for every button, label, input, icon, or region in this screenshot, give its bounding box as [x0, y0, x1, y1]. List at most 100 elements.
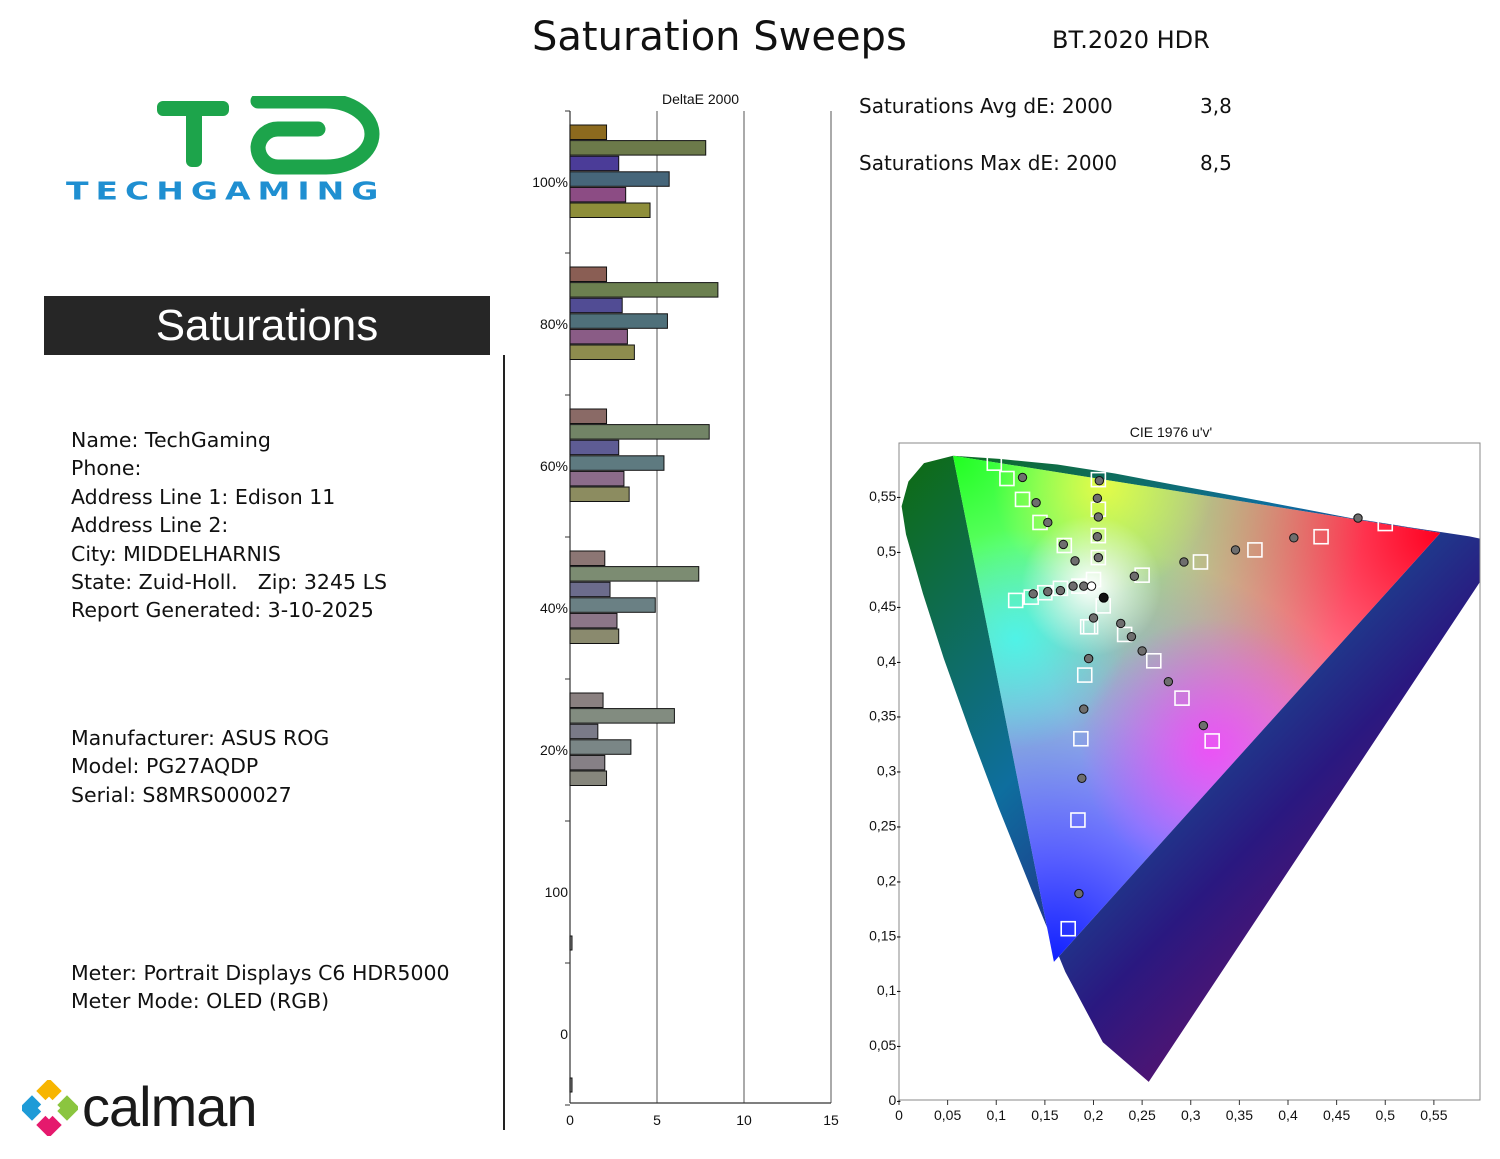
info-meter-mode: Meter Mode: OLED (RGB) — [71, 989, 330, 1014]
cie-1976-chart: CIE 1976 u'v' 0 0,05 0,1 0,15 0,2 0,25 0,3 0,35 0… — [869, 424, 1481, 1123]
target-marker — [1060, 920, 1077, 937]
cie-y-tick-label: 0,55- — [869, 488, 901, 504]
bar-group-label: 100 — [545, 884, 569, 900]
delta-bar — [569, 470, 625, 487]
delta-bar — [569, 140, 707, 156]
target-marker — [1313, 528, 1329, 545]
delta-bar — [569, 344, 635, 360]
measured-point — [1070, 556, 1080, 566]
target-marker — [1090, 527, 1107, 544]
cie-y-tick-label: 0- — [889, 1092, 902, 1108]
delta-bar — [569, 455, 665, 471]
measured-point — [1179, 557, 1189, 567]
info-report-date: Report Generated: 3-10-2025 — [71, 598, 374, 623]
delta-bar — [569, 282, 719, 298]
delta-bar — [569, 486, 630, 502]
measured-point — [1353, 513, 1363, 523]
stats-avg-row: Saturations Avg dE: 2000 3,8 — [859, 94, 1232, 118]
cie-y-tick-label: 0,1- — [877, 982, 901, 998]
measured-point — [1289, 533, 1299, 543]
cie-x-tick-label: 0,05 — [934, 1107, 961, 1123]
info-name: Name: TechGaming — [71, 428, 271, 452]
measured-point — [1068, 581, 1078, 591]
delta-bar — [569, 692, 604, 708]
measured-point — [1031, 497, 1041, 508]
target-marker — [1014, 491, 1031, 508]
bar-x-tick-label: 10 — [736, 1112, 752, 1128]
white-measured-point — [1098, 592, 1109, 603]
delta-bar — [569, 612, 618, 629]
target-marker — [1192, 554, 1209, 570]
cie-y-tick-label: 0,5- — [877, 543, 901, 559]
measured-point — [1163, 676, 1174, 687]
measured-point — [1092, 493, 1103, 503]
measured-point — [1126, 631, 1137, 642]
target-marker — [1145, 653, 1162, 669]
delta-bar — [569, 424, 710, 440]
delta-bar — [569, 628, 620, 644]
cie-x-tick-label: 0,35 — [1226, 1107, 1253, 1123]
target-marker — [1079, 618, 1096, 635]
delta-bar — [569, 770, 608, 786]
device-info: Manufacturer: ASUS ROG Model: PG27AQDP S… — [71, 724, 329, 809]
cie-y-tick-label: 0,35- — [869, 708, 901, 724]
techgaming-logo: TECHGAMING — [60, 93, 480, 211]
delta-bar — [569, 566, 700, 582]
measured-point — [1074, 888, 1084, 899]
cie-x-tick-label: 0,5 — [1376, 1107, 1396, 1123]
stats-avg-label: Saturations Avg dE: 2000 — [859, 94, 1113, 118]
stats-max-row: Saturations Max dE: 2000 8,5 — [859, 151, 1232, 175]
measured-point — [1055, 585, 1066, 596]
measured-point — [1093, 552, 1104, 563]
delta-bar — [569, 439, 620, 456]
cie-y-tick-label: 0,25- — [869, 818, 901, 834]
measured-point — [1079, 704, 1089, 714]
measured-point — [1043, 586, 1053, 597]
vertical-divider — [503, 355, 505, 1130]
delta-bar — [569, 297, 623, 314]
cie-x-tick-label: 0 — [895, 1107, 903, 1123]
target-marker — [1007, 592, 1024, 609]
delta-bar — [569, 550, 606, 566]
measured-point — [1094, 476, 1105, 486]
cie-y-tick-label: 0,2- — [877, 872, 901, 888]
cie-y-tick-label: 0,45- — [869, 598, 901, 614]
meter-info: Meter: Portrait Displays C6 HDR5000 Mete… — [71, 959, 450, 1016]
cie-x-tick-label: 0,2 — [1084, 1107, 1104, 1123]
measured-point — [1077, 773, 1087, 783]
bar-group-label: 60% — [540, 458, 568, 474]
target-marker — [1052, 580, 1069, 597]
bar-group-label: 40% — [540, 600, 568, 616]
measured-point — [1017, 472, 1028, 483]
cie-x-tick-label: 0,55 — [1420, 1107, 1447, 1123]
delta-bar — [569, 408, 608, 424]
target-marker — [1204, 733, 1220, 749]
info-zip: Zip: 3245 LS — [257, 569, 387, 594]
info-city: City: MIDDELHARNIS — [71, 541, 281, 566]
cie-plot-frame — [898, 442, 1481, 1101]
stats-max-value: 8,5 — [1200, 151, 1232, 175]
info-serial: Serial: S8MRS000027 — [71, 782, 292, 807]
delta-bar — [569, 171, 670, 187]
measured-point — [1093, 512, 1104, 522]
target-marker — [986, 455, 1003, 471]
calman-diamond-icon — [19, 1078, 80, 1138]
bar-group-label: 100% — [532, 174, 568, 190]
white-target-point — [1086, 581, 1097, 591]
delta-bar — [569, 328, 628, 345]
calman-logo: calman — [19, 1075, 282, 1140]
measured-point — [1230, 545, 1241, 555]
target-marker — [1073, 730, 1089, 747]
bar-group-label: 20% — [540, 742, 568, 758]
measured-point — [1137, 646, 1147, 656]
delta-bar — [569, 581, 611, 598]
info-model: Model: PG27AQDP — [71, 754, 259, 779]
info-state: State: Zuid-Holl. — [71, 569, 238, 594]
target-marker — [999, 470, 1015, 487]
cie-y-tick-label: 0,3- — [877, 763, 901, 779]
cie-x-tick-label: 0,15 — [1031, 1107, 1058, 1123]
bar-x-tick-label: 0 — [566, 1112, 574, 1128]
deltae-bar-chart: DeltaE 2000 0 5 10 15 100% 80% 60% 40% 20% 100 0 — [532, 91, 839, 1128]
measured-point — [1079, 581, 1089, 591]
measured-point — [1028, 589, 1038, 599]
